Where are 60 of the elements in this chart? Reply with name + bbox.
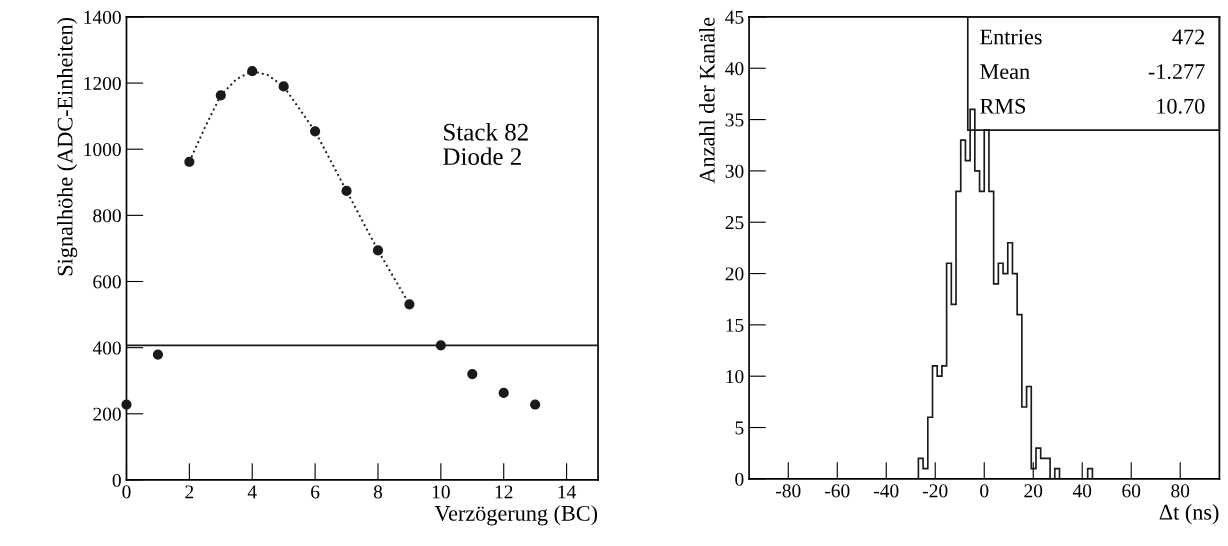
x-axis-title: Δt (ns): [1159, 504, 1219, 525]
point: [498, 387, 509, 399]
point: [184, 156, 195, 167]
x-tick-label: -60: [825, 484, 850, 498]
y-tick-label: 35: [725, 113, 744, 127]
annotation: RMS: [980, 98, 1026, 114]
y-tick-label: 20: [725, 267, 744, 281]
point: [278, 81, 289, 92]
y-tick-label: 25: [725, 216, 744, 230]
annotation: 472: [1172, 29, 1205, 45]
point: [435, 340, 446, 351]
annotation: -1.277: [1148, 64, 1205, 80]
point: [530, 399, 541, 410]
point: [247, 66, 258, 77]
y-tick-label: 15: [726, 318, 744, 332]
annotation: 10.70: [1157, 98, 1205, 114]
y-tick-label: 40: [725, 62, 744, 76]
point: [467, 369, 478, 380]
y-tick-label: 0: [735, 472, 744, 486]
y-tick-label: 1000: [84, 143, 121, 157]
x-axis-title: Verzögerung (BC): [434, 505, 598, 526]
y-tick-label: 600: [93, 275, 121, 289]
x-tick-label: 0: [980, 484, 989, 498]
point: [372, 245, 384, 256]
point: [215, 90, 226, 101]
x-tick-label: 10: [432, 485, 450, 499]
point: [121, 399, 132, 410]
y-tick-label: 1200: [84, 76, 121, 91]
x-tick-label: -40: [874, 484, 899, 498]
y-tick-label: 1400: [84, 10, 121, 24]
annotation: Stack 82 Diode 2: [443, 123, 528, 166]
x-tick-label: 80: [1171, 484, 1190, 498]
point: [152, 349, 164, 360]
x-tick-label: 40: [1072, 484, 1092, 498]
point: [404, 299, 415, 310]
y-axis-title: Signalhöhe (ADC-Einheiten): [56, 17, 78, 276]
x-tick-label: 2: [185, 485, 194, 499]
y-tick-label: 200: [93, 407, 121, 421]
y-axis-title: Anzahl der Kanäle: [699, 17, 715, 184]
x-tick-label: 20: [1024, 484, 1043, 498]
x-tick-label: 12: [495, 485, 513, 499]
x-tick-label: -20: [923, 484, 948, 498]
x-tick-label: 14: [558, 485, 577, 499]
x-tick-label: 4: [247, 485, 257, 499]
y-tick-label: 10: [726, 370, 744, 384]
x-tick-label: 0: [122, 485, 131, 499]
annotation: Mean: [980, 64, 1030, 80]
point: [310, 126, 321, 137]
y-tick-label: 800: [93, 209, 121, 223]
y-tick-label: 400: [92, 341, 121, 355]
x-tick-label: -80: [776, 484, 801, 498]
x-tick-label: 60: [1122, 484, 1141, 498]
annotation: Entries: [980, 29, 1042, 45]
x-tick-label: 6: [311, 485, 320, 499]
y-tick-label: 30: [725, 164, 744, 178]
x-tick-label: 8: [373, 485, 383, 499]
point: [341, 185, 352, 196]
y-tick-label: 5: [735, 421, 744, 435]
y-tick-label: 0: [112, 473, 121, 487]
y-tick-label: 45: [725, 10, 744, 24]
